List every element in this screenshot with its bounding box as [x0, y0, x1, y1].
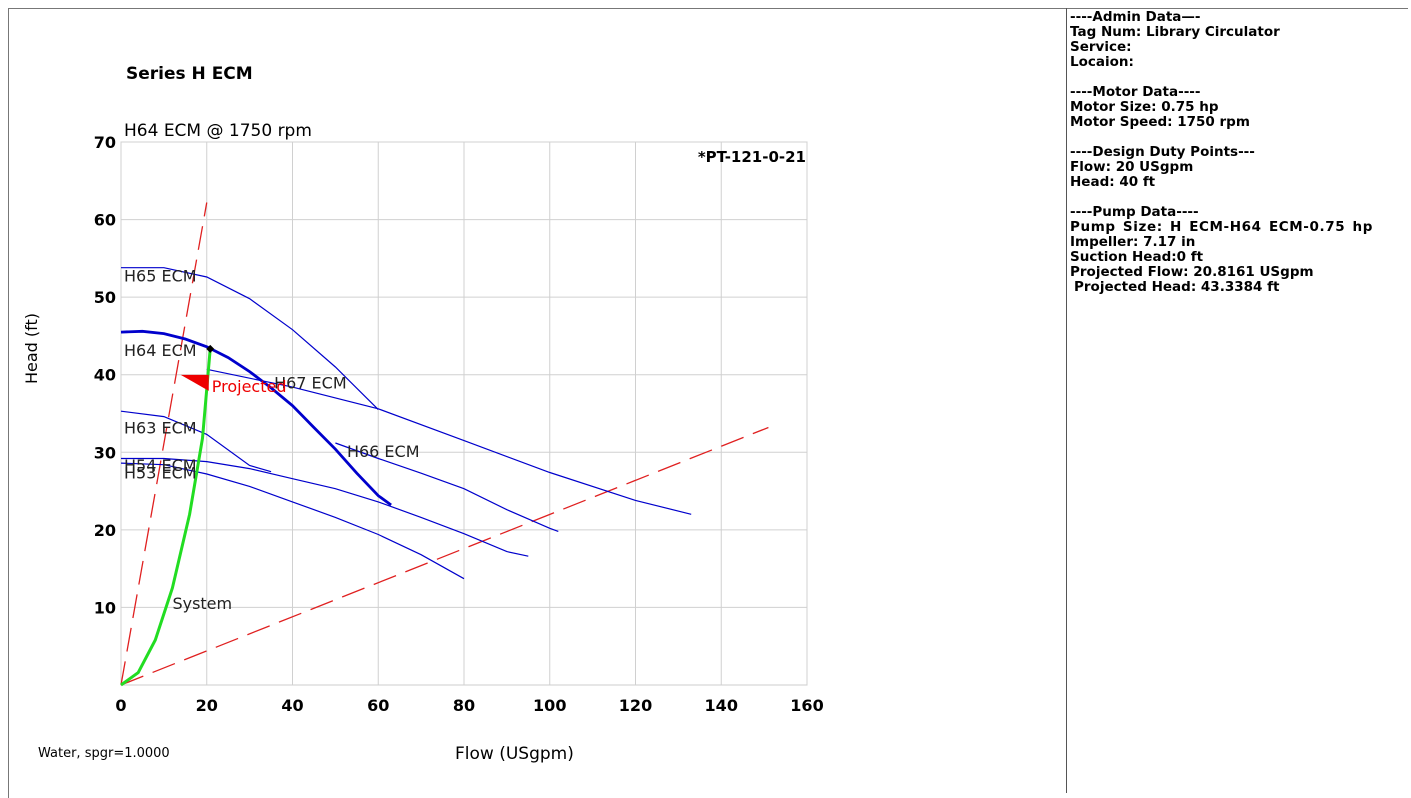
motor-speed: Motor Speed: 1750 rpm [1070, 114, 1250, 130]
motor-data-header: ----Motor Data---- [1070, 84, 1201, 100]
suction-head: Suction Head:0 ft [1070, 249, 1204, 265]
x-axis-label: Flow (USgpm) [455, 744, 574, 764]
x-tick-label: 0 [115, 696, 126, 715]
h65-ecm-label: H65 ECM [124, 267, 197, 286]
y-tick-label: 40 [94, 366, 116, 385]
h63-ecm-curve [120, 410, 272, 473]
pump-info-panel: ----Admin Data—- Tag Num: Library Circul… [1070, 10, 1405, 310]
tick-labels: 0 20 40 60 80 100 120 140 160 10 20 30 40 50 60 70 [94, 133, 824, 715]
h67-ecm-label: H67 ECM [274, 374, 347, 393]
motor-data-section: ----Motor Data---- Motor Size: 0.75 hp M… [1070, 85, 1405, 130]
panel-divider [1066, 8, 1067, 793]
service: Service: [1070, 39, 1132, 55]
h64-ecm-curve [120, 329, 392, 507]
pump-data-header: ----Pump Data---- [1070, 204, 1199, 220]
grid-lines [120, 141, 808, 686]
motor-size: Motor Size: 0.75 hp [1070, 99, 1219, 115]
h66-ecm-curve [335, 442, 559, 532]
projected-marker [180, 374, 209, 391]
y-tick-label: 50 [94, 288, 116, 307]
pump-curve-chart: H65 ECM H64 ECM H67 ECM H66 ECM H63 ECM H54 E… [94, 121, 824, 715]
h65-ecm-curve [121, 267, 379, 411]
pump-size: Pump Size: H ECM-H64 ECM-0.75 hp [1070, 219, 1373, 235]
h53-ecm-label: H53 ECM [124, 464, 197, 483]
chart-frame [8, 8, 1408, 798]
h64-ecm-label: H64 ECM [124, 341, 197, 360]
y-tick-label: 10 [94, 598, 116, 617]
pump-data-section: ----Pump Data---- Pump Size: H ECM-H64 E… [1070, 205, 1405, 295]
operating-limit-line [120, 426, 769, 686]
admin-data-header: ----Admin Data—- [1070, 9, 1201, 25]
design-head: Head: 40 ft [1070, 174, 1156, 190]
x-tick-label: 60 [367, 696, 389, 715]
y-tick-label: 20 [94, 521, 116, 540]
y-axis-label: Head (ft) [22, 312, 41, 384]
admin-data-section: ----Admin Data—- Tag Num: Library Circul… [1070, 10, 1405, 70]
pump-curves [120, 267, 692, 580]
pump-code-annotation: *PT-121-0-21 [698, 148, 806, 166]
chart-title: H64 ECM @ 1750 rpm [124, 121, 312, 141]
fluid-note: Water, spgr=1.0000 [38, 746, 170, 761]
limit-lines [120, 202, 769, 686]
x-tick-label: 40 [281, 696, 303, 715]
x-tick-label: 100 [533, 696, 566, 715]
y-tick-label: 30 [94, 443, 116, 462]
series-title: Series H ECM [126, 64, 253, 84]
tag-num: Tag Num: Library Circulator [1070, 24, 1280, 40]
x-tick-label: 20 [196, 696, 218, 715]
curve-labels: H65 ECM H64 ECM H67 ECM H66 ECM H63 ECM H54 E… [124, 267, 420, 613]
duty-points-header: ----Design Duty Points--- [1070, 144, 1255, 160]
location: Locaion: [1070, 54, 1134, 70]
x-tick-label: 160 [790, 696, 823, 715]
h67-ecm-curve [206, 368, 692, 515]
impeller: Impeller: 7.17 in [1070, 234, 1196, 250]
system-curve-group [120, 344, 215, 687]
x-tick-label: 140 [705, 696, 738, 715]
duty-points-section: ----Design Duty Points--- Flow: 20 USgpm… [1070, 145, 1405, 190]
h66-ecm-label: H66 ECM [347, 442, 420, 461]
projected-flow: Projected Flow: 20.8161 USgpm [1070, 264, 1314, 280]
x-tick-label: 120 [619, 696, 652, 715]
y-tick-label: 70 [94, 133, 116, 152]
h54-ecm-label: H54 ECM [124, 456, 197, 475]
x-tick-label: 80 [453, 696, 475, 715]
projected-label: Projected [212, 377, 287, 396]
duty-point-marker [206, 344, 215, 353]
h63-ecm-label: H63 ECM [124, 419, 197, 438]
operating-limit-line [120, 202, 208, 686]
h54-ecm-curve [121, 457, 529, 557]
y-tick-label: 60 [94, 211, 116, 230]
projected-head: Projected Head: 43.3384 ft [1074, 279, 1280, 295]
system-curve [120, 348, 212, 687]
h53-ecm-curve [120, 462, 465, 580]
system-curve-label: System [172, 594, 232, 613]
design-flow: Flow: 20 USgpm [1070, 159, 1194, 175]
